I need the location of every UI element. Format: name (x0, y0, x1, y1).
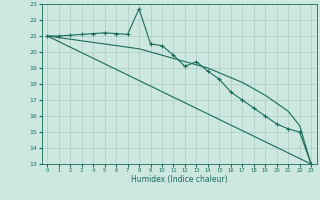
X-axis label: Humidex (Indice chaleur): Humidex (Indice chaleur) (131, 175, 228, 184)
